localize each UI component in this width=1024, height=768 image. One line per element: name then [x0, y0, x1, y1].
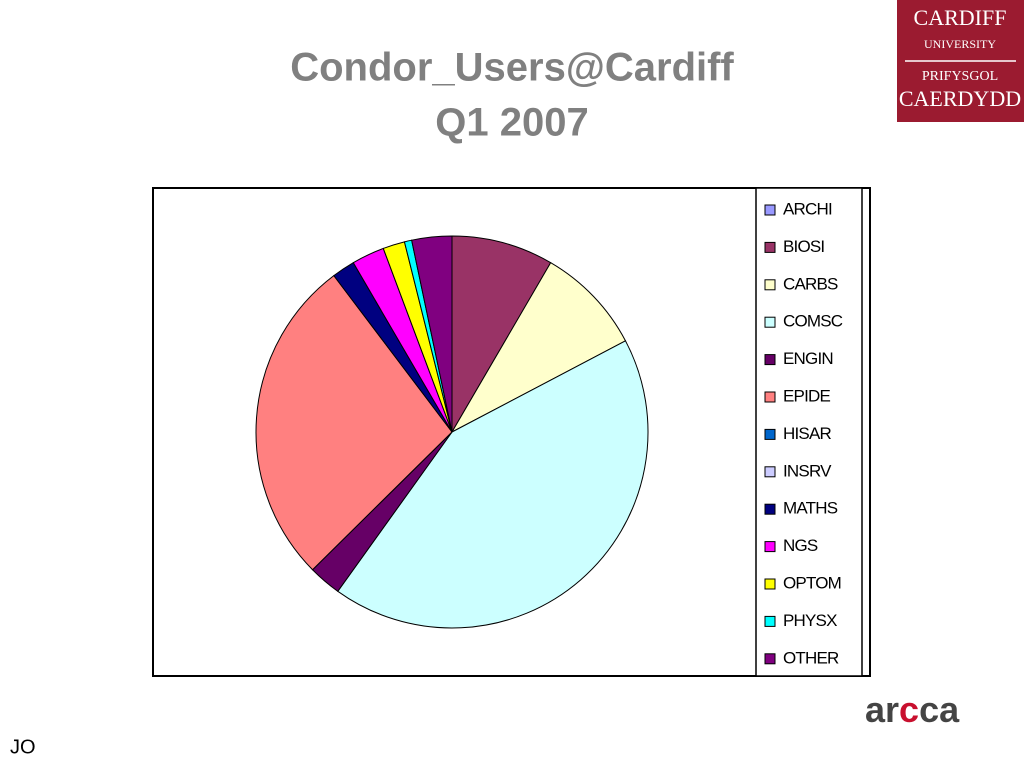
legend-swatch — [764, 241, 776, 253]
legend-swatch — [764, 653, 776, 665]
legend: ARCHI BIOSI CARBS COMSC ENGIN EPIDE HISAR INSRV… — [764, 199, 844, 667]
legend-swatch — [764, 204, 776, 216]
legend-swatch — [764, 316, 776, 328]
legend-label: HISAR — [783, 424, 831, 443]
chart-subtitle: Q1 2007 — [435, 101, 588, 145]
legend-label: ENGIN — [783, 349, 833, 368]
legend-swatch — [764, 466, 776, 478]
brand-part: ar — [865, 689, 899, 730]
legend-label: INSRV — [783, 461, 832, 480]
legend-swatch — [764, 578, 776, 590]
pie-slice — [255, 274, 453, 571]
legend-label: BIOSI — [783, 237, 824, 256]
legend-swatch — [764, 391, 776, 403]
legend-swatch — [764, 354, 776, 366]
brand-logo: arcca — [865, 689, 960, 730]
legend-swatch — [764, 428, 776, 440]
pie-slice — [411, 235, 453, 433]
pie-slice — [450, 261, 627, 434]
legend-label: COMSC — [783, 312, 843, 331]
legend-swatch — [764, 279, 776, 291]
legend-swatch — [764, 615, 776, 627]
legend-label: EPIDE — [783, 386, 830, 405]
legend-swatch — [764, 541, 776, 553]
legend-label: MATHS — [783, 499, 838, 518]
legend-label: CARBS — [783, 274, 838, 293]
chart-title: Condor_Users@Cardiff — [290, 46, 734, 90]
logo-text: CARDIFF — [914, 5, 1007, 30]
pie-slice — [451, 235, 552, 434]
legend-swatch — [764, 503, 776, 515]
brand-part: c — [899, 689, 919, 730]
brand-part: ca — [919, 689, 960, 730]
legend-label: ARCHI — [783, 199, 832, 218]
legend-label: OTHER — [783, 648, 839, 667]
legend-label: PHYSX — [783, 611, 837, 630]
logo-text: CAERDYDD — [899, 86, 1021, 111]
footer: JO — [10, 736, 36, 758]
logo-text: UNIVERSITY — [924, 37, 996, 51]
pie-slice — [337, 340, 649, 629]
legend-label: NGS — [783, 536, 818, 555]
logo-text: PRIFYSGOL — [922, 69, 998, 84]
pie — [255, 235, 649, 629]
legend-label: OPTOM — [783, 573, 841, 592]
